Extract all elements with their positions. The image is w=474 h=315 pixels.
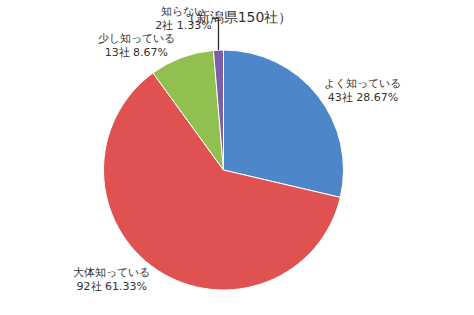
svg-text:少し知っている13社 8.67%: 少し知っている13社 8.67% xyxy=(98,32,175,59)
svg-text:知らない2社 1.33%: 知らない2社 1.33% xyxy=(155,5,211,32)
svg-text:（新潟県150社）: （新潟県150社） xyxy=(182,9,293,25)
svg-text:大体知っている92社 61.33%: 大体知っている92社 61.33% xyxy=(73,266,150,293)
svg-text:よく知っている43社 28.67%: よく知っている43社 28.67% xyxy=(324,77,401,104)
